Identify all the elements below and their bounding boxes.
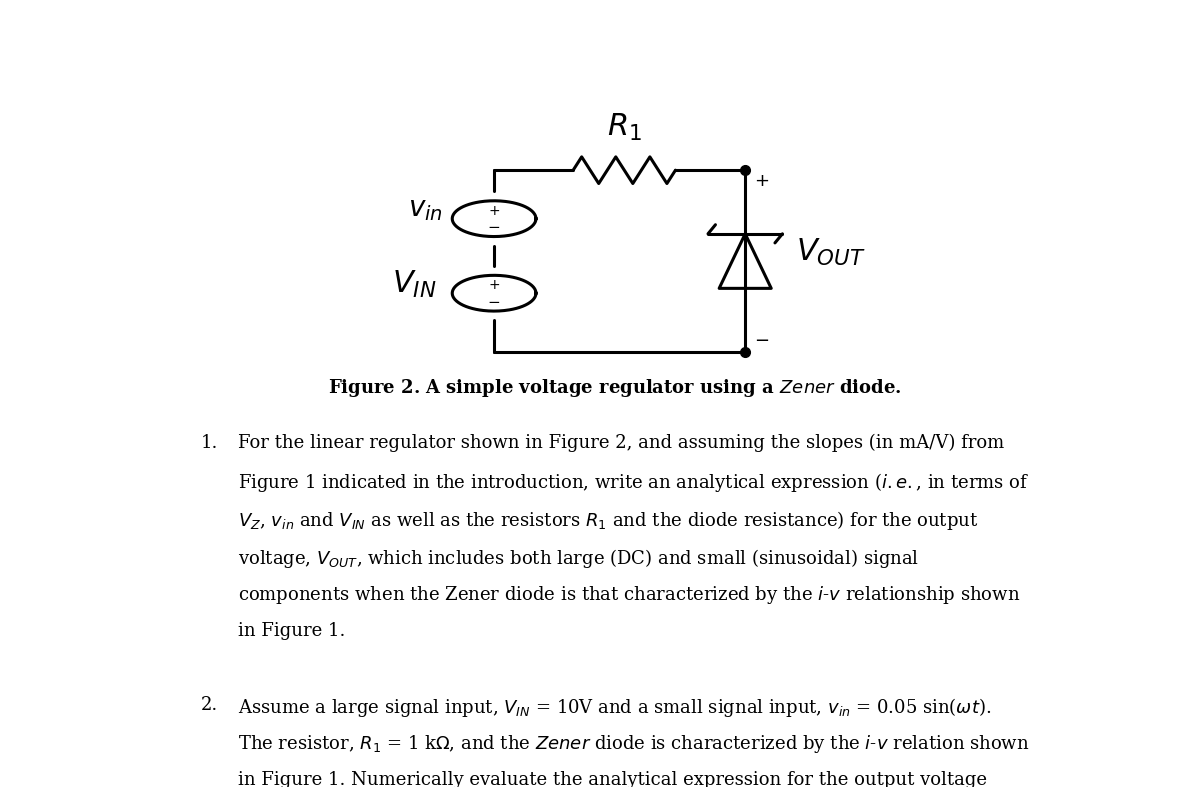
Text: $V_Z$, $v_{in}$ and $V_{IN}$ as well as the resistors $R_1$ and the diode resist: $V_Z$, $v_{in}$ and $V_{IN}$ as well as …	[239, 509, 979, 532]
Text: in Figure 1.: in Figure 1.	[239, 622, 346, 640]
Text: Figure 2. A simple voltage regulator using a $\bf{\it{Zener}}$ diode.: Figure 2. A simple voltage regulator usi…	[329, 377, 901, 399]
Text: +: +	[755, 172, 769, 190]
Text: in Figure 1. Numerically evaluate the analytical expression for the output volta: in Figure 1. Numerically evaluate the an…	[239, 770, 988, 787]
Text: $R_1$: $R_1$	[607, 112, 642, 143]
Text: $V_{IN}$: $V_{IN}$	[392, 268, 437, 300]
Text: −: −	[487, 220, 500, 235]
Text: The resistor, $R_1$ = 1 k$\Omega$, and the $\it{Zener}$ diode is characterized b: The resistor, $R_1$ = 1 k$\Omega$, and t…	[239, 733, 1030, 756]
Text: Assume a large signal input, $V_{IN}$ = 10V and a small signal input, $v_{in}$ =: Assume a large signal input, $V_{IN}$ = …	[239, 696, 991, 719]
Text: $v_{in}$: $v_{in}$	[408, 196, 443, 223]
Text: components when the Zener diode is that characterized by the $i$-$v$ relationshi: components when the Zener diode is that …	[239, 584, 1021, 606]
Text: 1.: 1.	[202, 434, 218, 452]
Text: −: −	[487, 295, 500, 310]
Text: Figure 1 indicated in the introduction, write an analytical expression ($i.e.$, : Figure 1 indicated in the introduction, …	[239, 471, 1030, 494]
Text: voltage, $V_{OUT}$, which includes both large (DC) and small (sinusoidal) signal: voltage, $V_{OUT}$, which includes both …	[239, 546, 919, 570]
Text: +: +	[488, 279, 500, 292]
Text: For the linear regulator shown in Figure 2, and assuming the slopes (in mA/V) fr: For the linear regulator shown in Figure…	[239, 434, 1004, 452]
Text: +: +	[488, 204, 500, 218]
Text: $V_{OUT}$: $V_{OUT}$	[797, 236, 866, 268]
Text: 2.: 2.	[202, 696, 218, 714]
Text: −: −	[755, 332, 769, 350]
